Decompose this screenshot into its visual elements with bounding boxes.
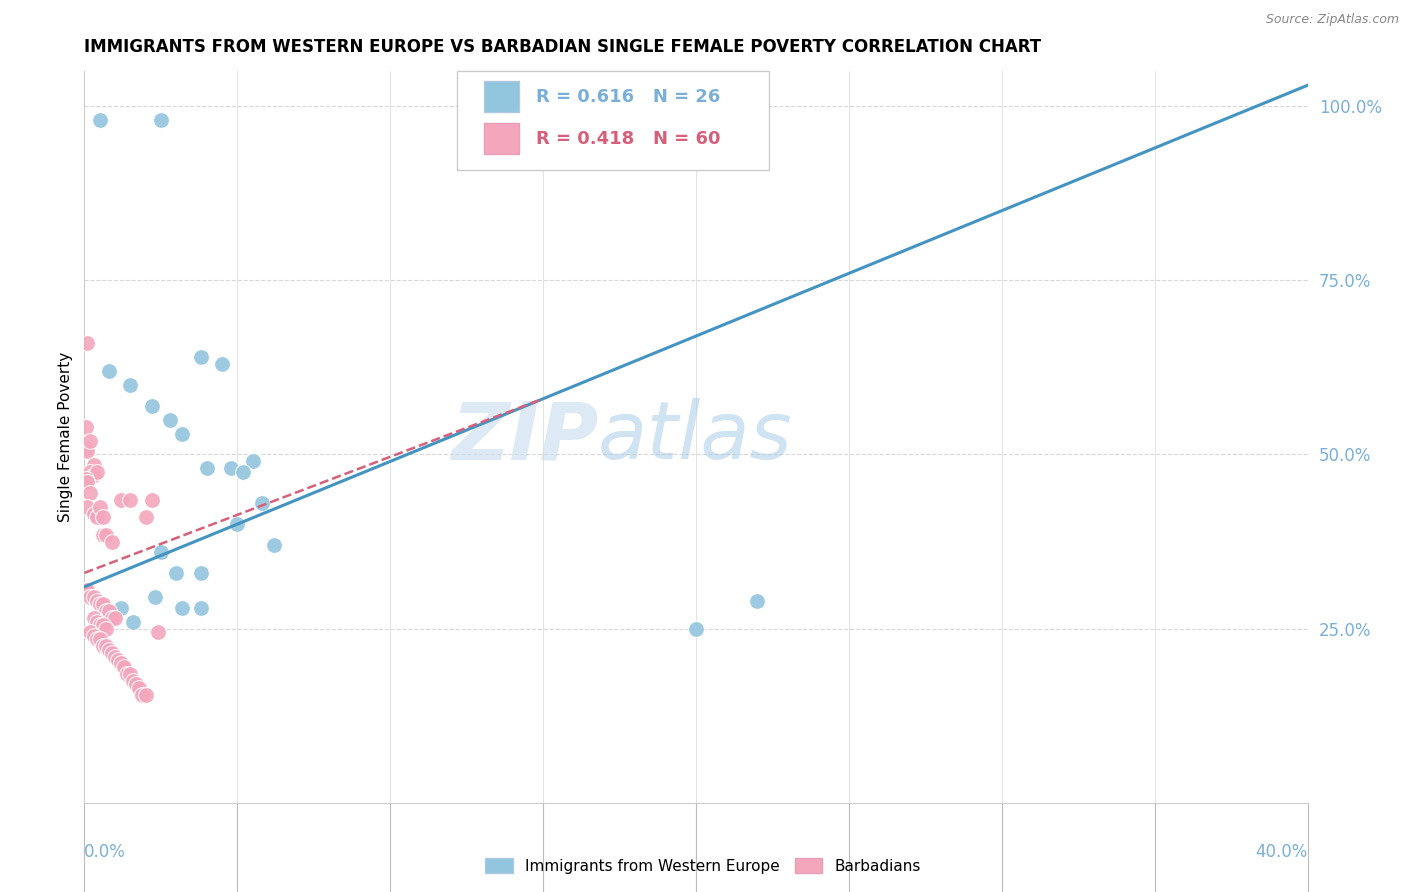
FancyBboxPatch shape (457, 71, 769, 170)
Point (110, 492, 132, 507)
Point (75, 472, 97, 486)
Point (250, 496, 273, 510)
Point (76, 444, 98, 458)
Point (97, 364, 120, 378)
Point (104, 649, 127, 664)
Point (125, 677, 148, 691)
Point (190, 600, 212, 615)
Point (211, 357, 233, 371)
Point (128, 681, 150, 695)
Point (101, 611, 124, 625)
Point (76, 336, 98, 351)
Point (112, 660, 135, 674)
Point (91, 639, 114, 653)
Point (120, 377, 142, 392)
FancyBboxPatch shape (484, 81, 519, 112)
Text: atlas: atlas (598, 398, 793, 476)
Point (94, 622, 117, 636)
Point (83, 458, 105, 472)
Point (89, 500, 111, 514)
Point (94, 604, 117, 618)
Text: ZIP: ZIP (451, 398, 598, 476)
Point (120, 492, 142, 507)
Point (91, 527, 114, 541)
Point (131, 688, 153, 702)
Point (263, 538, 285, 552)
Point (110, 657, 132, 671)
Point (79, 465, 101, 479)
Point (101, 534, 124, 549)
Point (89, 632, 111, 646)
Point (83, 507, 105, 521)
FancyBboxPatch shape (484, 123, 519, 154)
Point (135, 688, 157, 702)
Point (135, 510, 157, 524)
Point (141, 492, 163, 507)
Point (75, 441, 97, 455)
Point (91, 510, 114, 524)
Point (149, 113, 172, 128)
Text: R = 0.616   N = 26: R = 0.616 N = 26 (536, 87, 720, 105)
Point (165, 566, 187, 580)
Point (172, 600, 194, 615)
Point (159, 412, 181, 426)
Text: 0.0%: 0.0% (84, 843, 127, 861)
Point (91, 618, 114, 632)
Point (94, 639, 117, 653)
Point (79, 434, 101, 448)
Point (79, 625, 101, 640)
Point (79, 591, 101, 605)
Point (107, 653, 129, 667)
Point (89, 618, 111, 632)
Point (219, 461, 242, 475)
Point (94, 527, 117, 541)
Point (143, 591, 166, 605)
Point (104, 611, 127, 625)
Point (75, 583, 97, 598)
Point (97, 642, 120, 657)
Point (75, 419, 97, 434)
Text: Source: ZipAtlas.com: Source: ZipAtlas.com (1265, 13, 1399, 27)
Point (76, 475, 98, 490)
Point (190, 350, 212, 364)
Point (86, 615, 108, 629)
Point (195, 461, 218, 475)
Point (86, 465, 108, 479)
Point (232, 465, 254, 479)
Point (89, 597, 111, 611)
Point (76, 500, 98, 514)
Text: R = 0.418   N = 60: R = 0.418 N = 60 (536, 129, 720, 148)
Text: 40.0%: 40.0% (1256, 843, 1308, 861)
Point (122, 615, 145, 629)
Point (91, 597, 114, 611)
Point (86, 594, 108, 608)
Point (97, 604, 120, 618)
Point (79, 485, 101, 500)
Y-axis label: Single Female Poverty: Single Female Poverty (58, 352, 73, 522)
Point (83, 591, 105, 605)
Point (115, 667, 138, 681)
Point (242, 454, 264, 468)
Point (110, 600, 132, 615)
Point (76, 583, 98, 598)
Point (86, 632, 108, 646)
Point (149, 545, 172, 559)
Point (685, 622, 707, 636)
Point (122, 673, 145, 688)
Point (141, 399, 163, 413)
Point (89, 113, 111, 128)
Point (190, 566, 212, 580)
Point (83, 611, 105, 625)
Point (120, 667, 142, 681)
Text: IMMIGRANTS FROM WESTERN EUROPE VS BARBADIAN SINGLE FEMALE POVERTY CORRELATION CH: IMMIGRANTS FROM WESTERN EUROPE VS BARBAD… (84, 38, 1042, 56)
Point (83, 468, 105, 483)
Point (86, 510, 108, 524)
Point (226, 517, 249, 532)
Point (146, 625, 169, 640)
Point (172, 426, 194, 441)
Point (101, 646, 124, 660)
Legend: Immigrants from Western Europe, Barbadians: Immigrants from Western Europe, Barbadia… (479, 852, 927, 880)
Point (83, 629, 105, 643)
Point (747, 594, 769, 608)
